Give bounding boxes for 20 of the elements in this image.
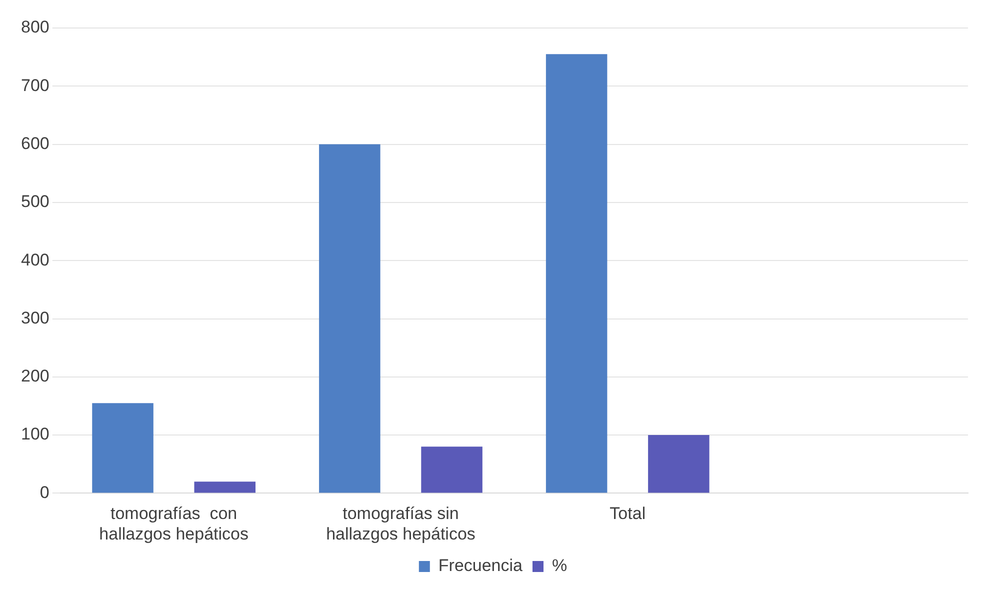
bar: [546, 54, 608, 493]
legend-label: %: [552, 556, 568, 576]
bar: [648, 435, 710, 493]
y-tick-label: 200: [20, 366, 50, 386]
y-tick-label: 800: [20, 18, 50, 37]
bar: [319, 144, 380, 493]
y-tick-label: 400: [20, 250, 50, 270]
bar: [194, 482, 256, 493]
y-tick-label: 700: [20, 76, 50, 95]
y-tick-label: 500: [20, 192, 50, 212]
y-tick-label: 600: [20, 134, 50, 153]
x-tick-label: tomografías sin hallazgos hepáticos: [326, 504, 476, 544]
legend-label: Frecuencia: [438, 556, 524, 576]
y-tick-label: 300: [20, 308, 50, 328]
bar: [92, 403, 154, 493]
x-tick-label: tomografías con hallazgos hepáticos: [99, 504, 248, 544]
bar: [421, 446, 482, 493]
y-tick-label: 0: [40, 482, 50, 502]
x-tick-label: Total: [610, 504, 646, 524]
y-tick-label: 100: [20, 424, 50, 444]
